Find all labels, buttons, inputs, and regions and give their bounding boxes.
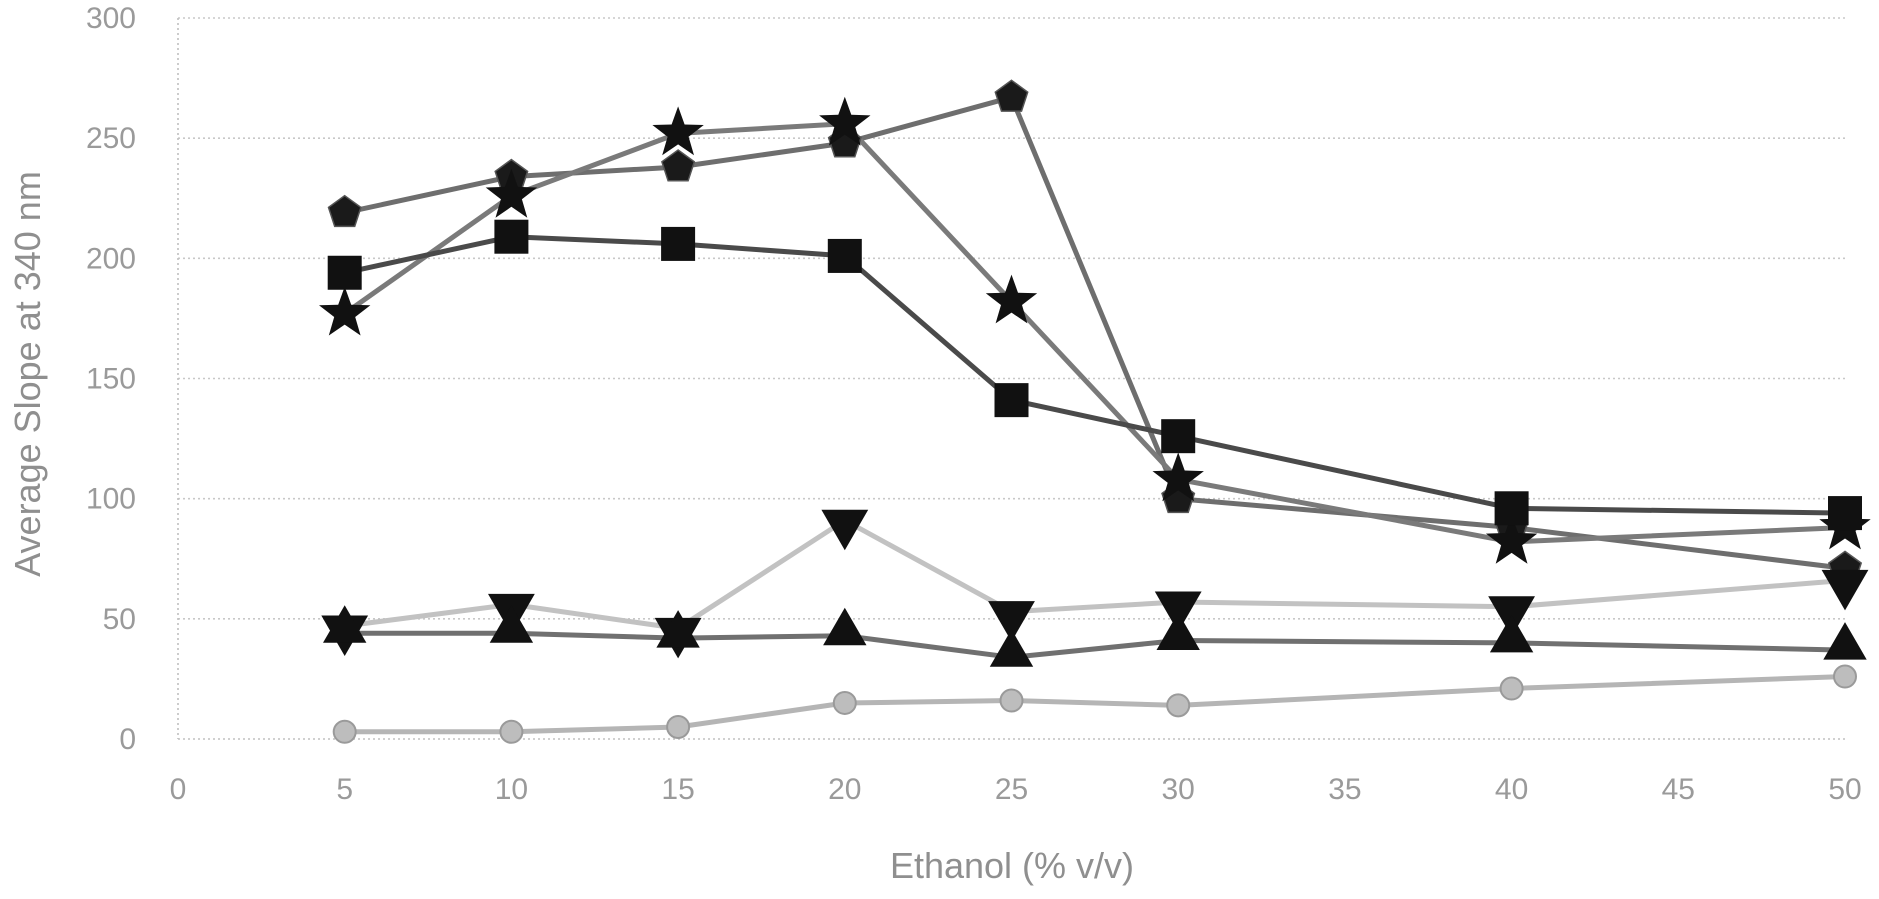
data-point-triangle-40: [1489, 614, 1534, 653]
data-point-diamond-5: [332, 719, 357, 744]
y-tick-label-150: 150: [86, 363, 136, 396]
data-point-triangle-20: [823, 607, 867, 646]
y-tick-label-0: 0: [119, 723, 136, 756]
data-point-square-20: [827, 238, 862, 273]
axes: [177, 18, 1845, 740]
data-point-down-triangle-50: [1821, 569, 1869, 611]
data-point-diamond-40: [1499, 676, 1524, 701]
series-line-triangle: [344, 630, 1846, 660]
series-line-star: [343, 121, 1846, 545]
x-tick-label-15: 15: [661, 773, 694, 806]
y-tick-label-250: 250: [86, 122, 136, 155]
x-tick-label-10: 10: [495, 773, 528, 806]
data-point-triangle-30: [1156, 612, 1200, 650]
data-point-down-triangle-20: [821, 509, 869, 551]
x-tick-label-35: 35: [1328, 773, 1361, 806]
data-point-star-25: [985, 274, 1038, 324]
data-point-pentagon-5: [327, 194, 362, 228]
tick-labels: 0 50 100 150 200 250 300 0 5 10 15 20 25 30 35 40 45 50: [86, 2, 1862, 806]
data-point-star-40: [1485, 514, 1538, 564]
data-point-triangle-10: [489, 605, 534, 643]
x-axis-title: Ethanol (% v/v): [890, 845, 1134, 886]
x-tick-label-45: 45: [1662, 773, 1695, 806]
data-point-diamond-15: [666, 714, 691, 739]
y-tick-label-300: 300: [86, 2, 136, 35]
data-point-diamond-50: [1833, 664, 1857, 689]
data-point-down-triangle-25: [988, 601, 1035, 642]
data-point-square-5: [327, 255, 362, 290]
x-tick-label-5: 5: [336, 773, 353, 806]
series-line-down-triangle: [344, 517, 1846, 631]
data-point-star-20: [819, 96, 871, 146]
data-point-square-40: [1494, 491, 1529, 526]
x-tick-label-20: 20: [828, 773, 861, 806]
data-point-triangle-5: [323, 605, 367, 643]
data-point-diamond-20: [832, 690, 857, 715]
x-tick-label-50: 50: [1828, 773, 1861, 806]
x-tick-label-40: 40: [1495, 773, 1528, 806]
data-point-triangle-50: [1823, 622, 1867, 660]
series-line-pentagon: [344, 94, 1846, 571]
data-point-diamond-25: [999, 688, 1024, 713]
y-tick-label-200: 200: [86, 242, 136, 275]
data-point-diamond-30: [1166, 693, 1191, 718]
series-line-diamond: [344, 674, 1846, 735]
data-point-star-15: [652, 106, 704, 156]
data-point-star-30: [1152, 452, 1204, 502]
data-point-square-10: [494, 219, 529, 254]
x-tick-label-0: 0: [170, 773, 187, 806]
data-point-pentagon-15: [661, 149, 696, 182]
data-point-down-triangle-30: [1154, 591, 1202, 632]
data-point-diamond-10: [499, 719, 524, 744]
data-point-square-30: [1161, 419, 1196, 454]
data-point-triangle-25: [989, 629, 1034, 667]
x-tick-label-25: 25: [995, 773, 1028, 806]
data-point-pentagon-25: [994, 79, 1029, 112]
data-point-square-15: [661, 226, 696, 261]
series-line-square: [344, 234, 1846, 516]
data-point-square-25: [994, 383, 1029, 418]
series-lines: [343, 94, 1846, 735]
y-tick-label-100: 100: [86, 483, 136, 516]
series-markers: [319, 79, 1871, 744]
y-axis-title: Average Slope at 340 nm: [7, 171, 48, 577]
data-point-star-5: [319, 286, 371, 336]
x-tick-label-30: 30: [1162, 773, 1195, 806]
data-point-square-50: [1828, 496, 1862, 531]
data-point-star-10: [485, 168, 538, 218]
data-point-triangle-15: [656, 610, 700, 648]
y-tick-label-50: 50: [103, 603, 136, 636]
